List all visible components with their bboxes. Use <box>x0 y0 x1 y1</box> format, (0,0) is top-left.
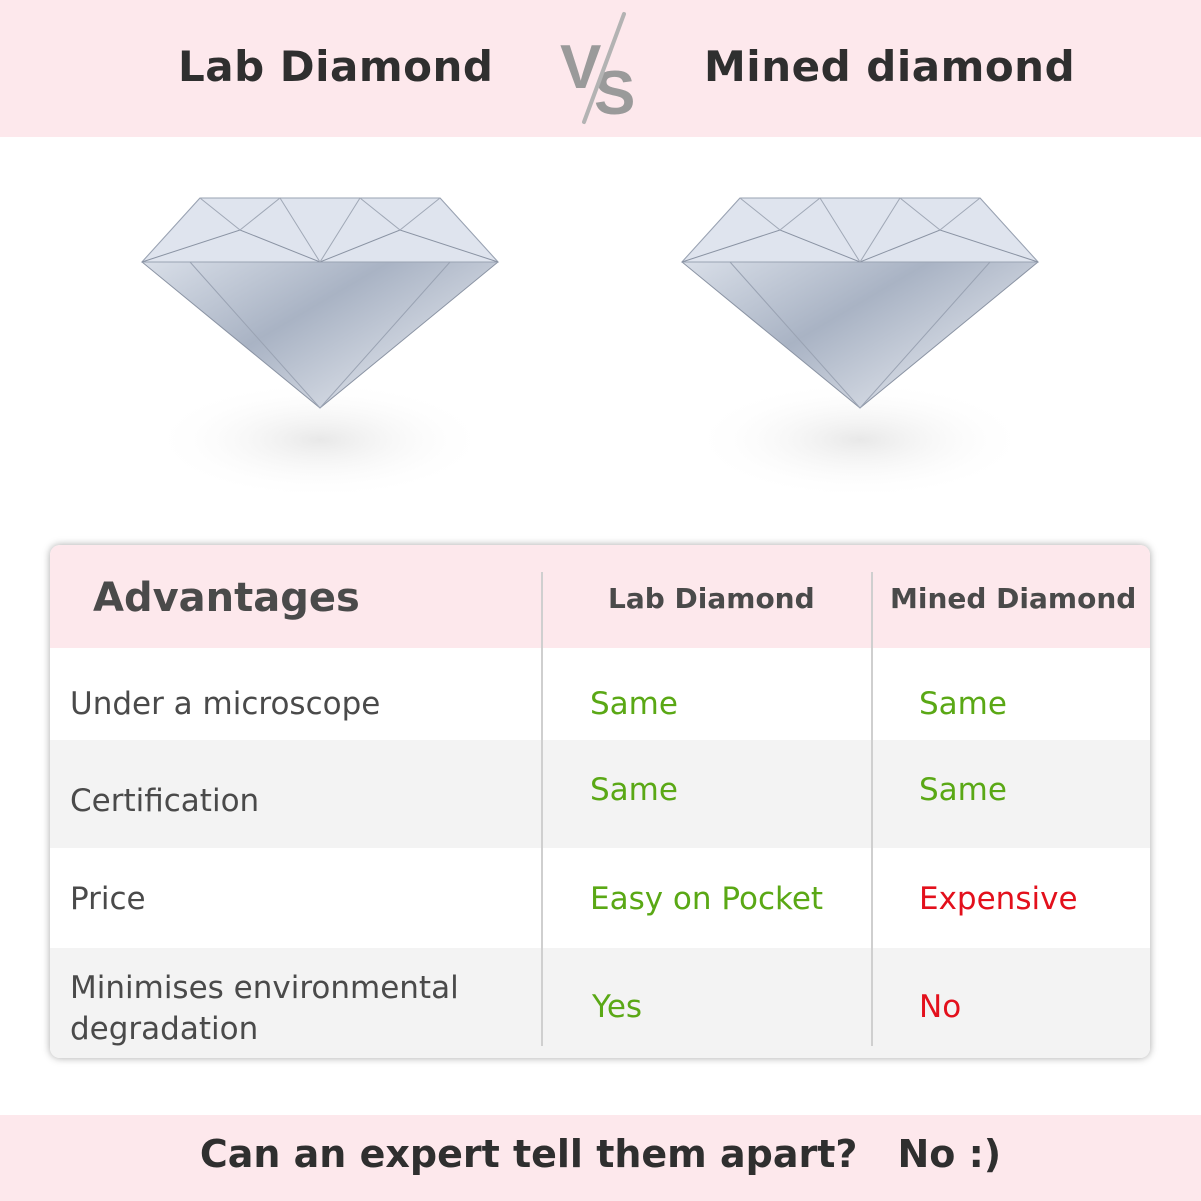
svg-text:S: S <box>594 59 635 128</box>
table-row: Certification Same Same <box>50 740 1150 848</box>
header-band <box>0 0 1201 137</box>
question-text: Can an expert tell them apart? <box>199 1132 858 1176</box>
header-lab-diamond: Lab Diamond <box>608 582 815 615</box>
mined-value: Expensive <box>919 881 1078 917</box>
vs-logo: V S <box>560 12 635 128</box>
mined-value: Same <box>919 772 1007 808</box>
row-label: Certification <box>70 783 260 819</box>
column-divider <box>541 572 543 1046</box>
table-row: Under a microscope Same Same <box>50 648 1150 740</box>
table-row: Price Easy on Pocket Expensive <box>50 848 1150 948</box>
lab-value: Easy on Pocket <box>590 881 824 917</box>
column-divider <box>871 572 873 1046</box>
lab-diamond-image <box>140 197 500 500</box>
answer-text: No :) <box>897 1132 1002 1176</box>
lab-value: Same <box>590 772 678 808</box>
lab-value: Same <box>590 686 678 722</box>
table-header-row: Advantages Lab Diamond Mined Diamond <box>50 545 1150 648</box>
lab-value: Yes <box>592 989 643 1025</box>
lab-diamond-title: Lab Diamond <box>178 42 494 91</box>
table-row: Minimises environmental degradation Yes … <box>50 948 1150 1058</box>
mined-value: Same <box>919 686 1007 722</box>
mined-diamond-title: Mined diamond <box>704 42 1076 91</box>
row-label: Price <box>70 881 146 917</box>
footer-question: Can an expert tell them apart? No :) <box>0 1132 1201 1176</box>
row-label: Minimises environmental degradation <box>70 970 459 1047</box>
footer-band <box>0 1115 1201 1201</box>
mined-diamond-image <box>680 197 1040 500</box>
row-label: Under a microscope <box>70 686 381 722</box>
mined-value: No <box>919 989 962 1025</box>
header-advantages: Advantages <box>93 575 360 621</box>
comparison-table: Advantages Lab Diamond Mined Diamond Und… <box>50 545 1150 1058</box>
header-mined-diamond: Mined Diamond <box>890 582 1137 615</box>
